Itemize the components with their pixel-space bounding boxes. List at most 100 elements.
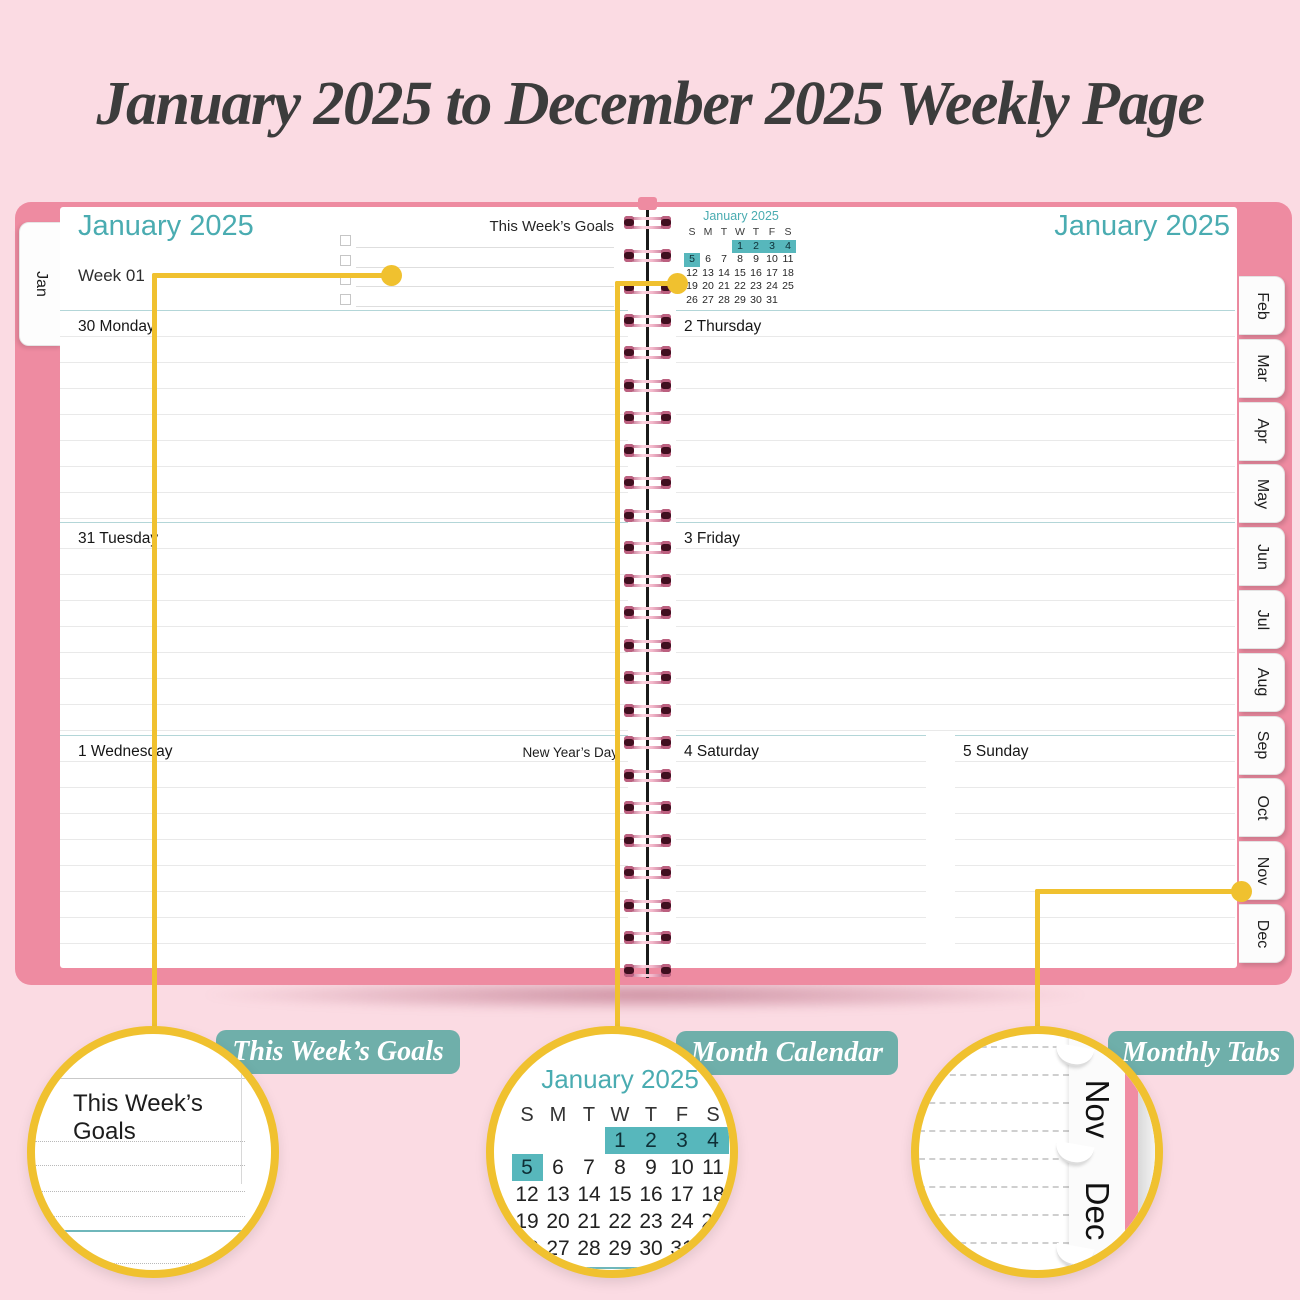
calendar-day-header: M <box>549 1104 567 1126</box>
coil-end <box>661 573 671 587</box>
calendar-date: 13 <box>702 266 714 279</box>
spiral-coil <box>624 898 671 912</box>
calendar-date: 9 <box>645 1156 657 1179</box>
magnified-tab-dec-label: Dec <box>1079 1181 1116 1241</box>
calendar-day-header: S <box>784 226 792 238</box>
coil-wire <box>632 802 663 805</box>
coil-end <box>624 378 634 392</box>
calendar-date: 9 <box>753 253 759 265</box>
coil-end <box>624 833 634 847</box>
coil-wire <box>632 616 663 619</box>
coil-end <box>661 801 671 814</box>
teal-divider-line <box>554 1267 674 1269</box>
coil-end <box>661 833 671 847</box>
coil-end <box>624 508 634 522</box>
coil-end <box>624 703 634 717</box>
calendar-date: 15 <box>608 1183 632 1206</box>
coil-end <box>661 346 671 359</box>
calendar-date: 12 <box>686 266 698 279</box>
coil-end <box>624 638 634 652</box>
coil-wire <box>632 746 663 749</box>
calendar-date-highlighted: 5 <box>684 253 700 267</box>
coil-wire <box>632 713 663 717</box>
spiral-coil <box>624 866 671 879</box>
calendar-date: 22 <box>608 1210 632 1233</box>
coil-wire <box>632 704 663 708</box>
spiral-coil <box>624 313 671 327</box>
calendar-date: 29 <box>734 293 746 306</box>
coil-end <box>661 508 671 522</box>
tab-jul: Jul <box>1239 590 1285 649</box>
ruled-line <box>919 1158 1069 1160</box>
spiral-spine-wire <box>646 202 649 978</box>
ruled-line <box>919 1046 1069 1048</box>
goal-checkbox <box>340 254 351 266</box>
left-page-month-header: January 2025 <box>78 210 254 242</box>
day-label: 1 Wednesday <box>78 743 173 760</box>
coil-wire <box>632 509 663 513</box>
calendar-date: 10 <box>766 253 778 265</box>
calendar-date: 13 <box>546 1183 570 1206</box>
coil-wire <box>632 973 663 977</box>
coil-wire <box>632 648 663 652</box>
day-section: 4 Saturday <box>676 735 926 969</box>
coil-end <box>624 346 634 359</box>
coil-wire <box>632 258 663 262</box>
calendar-date: 26 <box>686 293 698 306</box>
calendar-date: 18 <box>701 1183 725 1206</box>
calendar-date-highlighted: 5 <box>511 1154 543 1181</box>
magnified-cover-edge <box>1125 1034 1138 1270</box>
coil-wire <box>632 444 663 448</box>
calendar-day-header: W <box>610 1104 630 1126</box>
spiral-coil <box>624 801 671 814</box>
coil-wire <box>632 681 663 684</box>
calendar-date: 23 <box>750 280 762 292</box>
coil-end <box>661 378 671 392</box>
page-edge-line <box>241 1034 242 1184</box>
calendar-date: 25 <box>782 280 794 292</box>
callout-circle-tabs: Nov Dec <box>911 1026 1163 1278</box>
spiral-coil <box>624 346 671 359</box>
coil-end <box>661 671 671 684</box>
coil-end <box>661 898 671 912</box>
calendar-day-header: T <box>582 1104 596 1126</box>
spiral-coil <box>624 378 671 392</box>
calendar-date: 18 <box>782 266 794 279</box>
day-section: 5 Sunday <box>955 735 1235 969</box>
ruled-line <box>35 1191 245 1192</box>
coil-wire <box>632 323 663 327</box>
goal-ruled-line <box>356 247 614 248</box>
coil-wire <box>632 477 663 480</box>
calendar-date: 31 <box>670 1237 694 1260</box>
tab-mar-label: Mar <box>1253 354 1271 383</box>
tab-jul-label: Jul <box>1253 609 1271 630</box>
calendar-day-header: M <box>703 226 713 238</box>
calendar-date: 24 <box>766 280 778 292</box>
tab-jan: Jan <box>19 222 62 346</box>
coil-wire <box>632 778 663 782</box>
calendar-date: 14 <box>577 1183 601 1206</box>
callout-circle-goals: This Week’s Goals <box>27 1026 279 1278</box>
calendar-date: 20 <box>702 280 714 292</box>
coil-wire <box>632 639 663 643</box>
calendar-date <box>700 240 716 254</box>
ruled-line <box>919 1102 1069 1104</box>
calendar-date: 19 <box>686 280 698 292</box>
calendar-date: 15 <box>734 266 746 279</box>
magnified-tab-nov: Nov <box>1069 1080 1125 1139</box>
spiral-coil <box>624 638 671 652</box>
coil-wire <box>632 217 663 220</box>
calendar-date: 22 <box>734 280 746 292</box>
day-section: 3 Friday <box>676 522 1235 736</box>
tab-jan-label: Jan <box>32 271 50 297</box>
calendar-day-header: S <box>706 1104 720 1126</box>
tab-dec-label: Dec <box>1253 919 1271 948</box>
calendar-date: 17 <box>670 1183 694 1206</box>
coil-wire <box>632 908 663 912</box>
spiral-coil <box>624 411 671 424</box>
coil-end <box>624 573 634 587</box>
calendar-date-highlighted: 3 <box>666 1127 698 1154</box>
calendar-date: 8 <box>614 1156 626 1179</box>
badge-month-calendar: Month Calendar <box>676 1031 898 1075</box>
